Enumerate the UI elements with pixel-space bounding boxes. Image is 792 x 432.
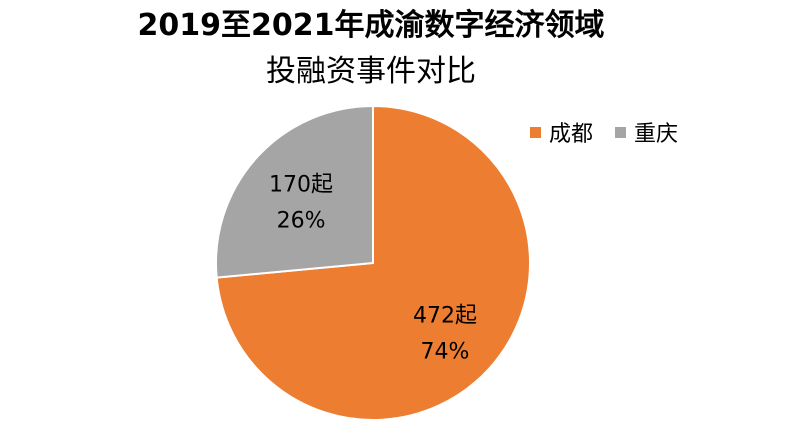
chart-title-line-2: 投融资事件对比 bbox=[266, 54, 476, 89]
legend-swatch-chongqing bbox=[615, 126, 627, 138]
legend-item-chengdu: 成都 bbox=[530, 116, 593, 148]
legend-label-chongqing: 重庆 bbox=[634, 122, 679, 147]
legend: 成都 重庆 bbox=[530, 116, 700, 148]
data-label-value-chengdu: 472起 bbox=[413, 304, 477, 329]
pie-slice-chongqing bbox=[215, 104, 374, 279]
legend-item-chongqing: 重庆 bbox=[615, 116, 678, 148]
data-label-percent-chongqing: 26% bbox=[277, 208, 326, 233]
legend-swatch-chengdu bbox=[530, 126, 541, 138]
legend-label-chengdu: 成都 bbox=[549, 122, 594, 147]
data-label-value-chongqing: 170起 bbox=[269, 172, 333, 197]
chart-title-line-1: 2019至2021年成渝数字经济领域 bbox=[137, 8, 605, 43]
data-label-percent-chengdu: 74% bbox=[421, 340, 470, 365]
